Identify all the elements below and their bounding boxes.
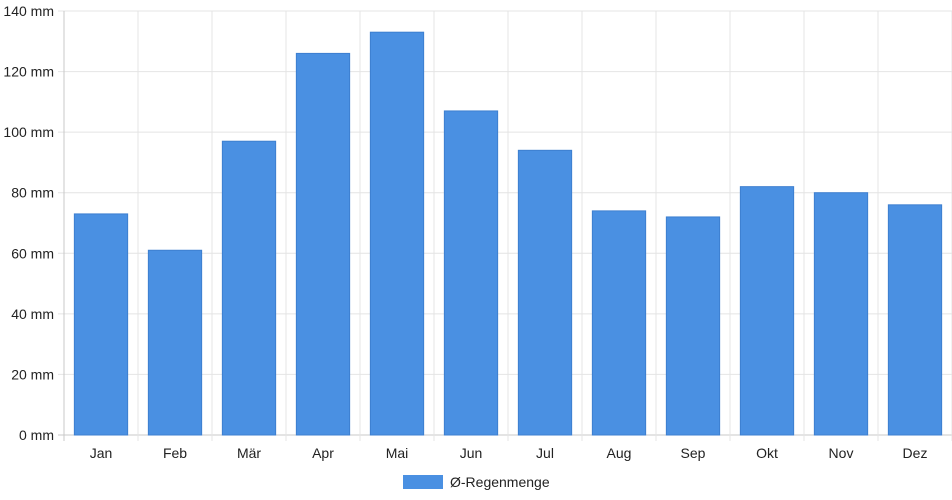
x-tick-label: Mär bbox=[237, 445, 261, 461]
grid bbox=[58, 10, 952, 441]
y-tick-label: 0 mm bbox=[19, 427, 54, 443]
x-tick-label: Apr bbox=[312, 445, 334, 461]
x-tick-label: Jan bbox=[90, 445, 113, 461]
y-tick-label: 80 mm bbox=[11, 185, 54, 201]
x-tick-label: Nov bbox=[829, 445, 854, 461]
x-tick-label: Jul bbox=[536, 445, 554, 461]
bar-Jan[interactable] bbox=[73, 213, 129, 436]
y-tick-label: 40 mm bbox=[11, 306, 54, 322]
bar-Feb[interactable] bbox=[147, 249, 203, 436]
bar-Nov[interactable] bbox=[813, 192, 869, 436]
bar-Jul[interactable] bbox=[517, 149, 573, 436]
bar-Dez[interactable] bbox=[887, 204, 943, 436]
bar-Mär[interactable] bbox=[221, 140, 277, 436]
x-tick-label: Feb bbox=[163, 445, 187, 461]
y-tick-label: 60 mm bbox=[11, 245, 54, 261]
bar-Okt[interactable] bbox=[739, 186, 795, 436]
y-tick-label: 120 mm bbox=[3, 64, 54, 80]
y-tick-label: 140 mm bbox=[3, 3, 54, 19]
legend-label[interactable]: Ø-Regenmenge bbox=[450, 474, 550, 490]
legend-swatch[interactable] bbox=[403, 475, 443, 489]
x-tick-label: Dez bbox=[903, 445, 928, 461]
bar-Sep[interactable] bbox=[665, 216, 721, 436]
bar-Aug[interactable] bbox=[591, 210, 647, 436]
bar-Jun[interactable] bbox=[443, 110, 499, 436]
y-tick-label: 20 mm bbox=[11, 366, 54, 382]
x-tick-label: Jun bbox=[460, 445, 483, 461]
x-tick-label: Okt bbox=[756, 445, 778, 461]
bars bbox=[73, 31, 943, 436]
y-tick-label: 100 mm bbox=[3, 124, 54, 140]
x-tick-label: Mai bbox=[386, 445, 409, 461]
x-tick-label: Aug bbox=[607, 445, 632, 461]
x-tick-label: Sep bbox=[681, 445, 706, 461]
bar-Mai[interactable] bbox=[369, 31, 425, 436]
x-axis-ticks: Jan Feb Mär Apr Mai Jun Jul Aug Sep Okt Nov Dez bbox=[90, 445, 928, 461]
legend[interactable]: Ø-Regenmenge bbox=[403, 474, 550, 490]
bar-Apr[interactable] bbox=[295, 52, 351, 436]
y-axis-ticks: 0 mm 20 mm 40 mm 60 mm 80 mm 100 mm 120 mm 140 … bbox=[3, 3, 54, 443]
